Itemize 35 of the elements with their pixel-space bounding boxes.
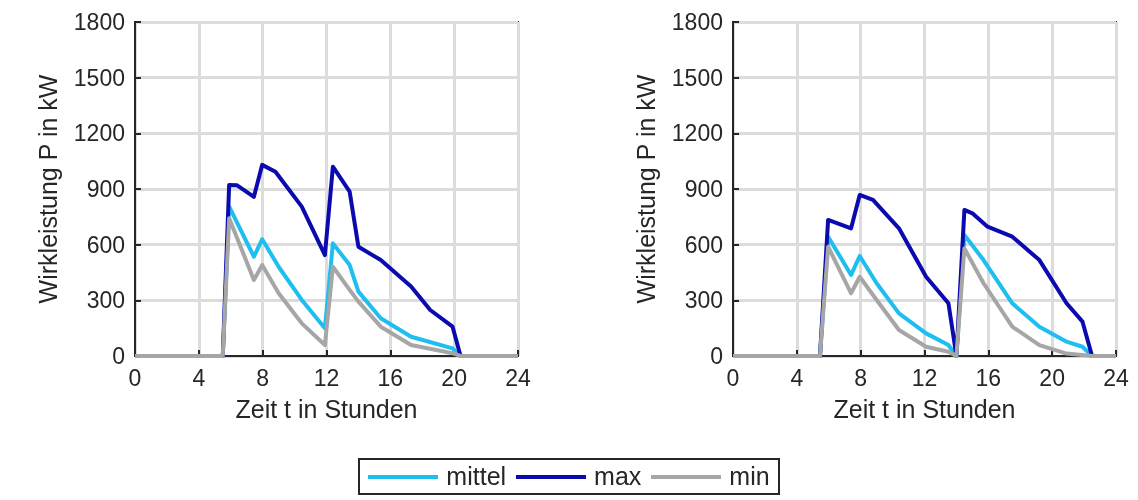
x-axis-title: Zeit t in Stunden [833,394,1016,423]
y-tick-label: 1200 [73,120,125,147]
x-tick-label: 20 [1039,364,1065,391]
y-tick-label: 1800 [671,9,723,35]
legend-label: min [729,462,770,491]
x-tick-label: 12 [313,364,340,391]
y-tick-label: 1500 [73,64,125,91]
x-axis-title: Zeit t in Stunden [235,394,418,423]
x-tick-label: 24 [1103,364,1129,391]
y-tick-label: 900 [86,176,125,202]
x-tick-label: 12 [911,364,938,391]
x-tick-label: 8 [854,364,868,391]
y-tick-label: 300 [684,287,723,314]
x-tick-label: 8 [256,364,270,391]
y-tick-label: 1500 [671,64,723,91]
y-axis-title: Wirkleistung P in kW [33,74,62,304]
x-tick-label: 4 [790,364,804,391]
legend-label: mittel [446,462,507,491]
x-tick-label: 0 [128,364,142,391]
x-tick-label: 20 [441,364,467,391]
y-tick-label: 600 [86,231,125,258]
x-tick-label: 16 [975,364,1002,391]
y-tick-label: 1200 [671,120,723,147]
y-tick-label: 600 [684,231,723,258]
y-tick-label: 0 [112,343,125,369]
y-tick-label: 1800 [73,9,125,35]
x-tick-label: 4 [192,364,206,391]
x-tick-label: 0 [726,364,740,391]
x-tick-label: 16 [377,364,404,391]
y-tick-label: 300 [86,287,125,314]
legend-label: max [594,462,642,491]
y-tick-label: 0 [710,343,723,369]
y-axis-title: Wirkleistung P in kW [631,74,660,304]
y-tick-label: 900 [684,176,723,202]
x-tick-label: 24 [505,364,531,391]
